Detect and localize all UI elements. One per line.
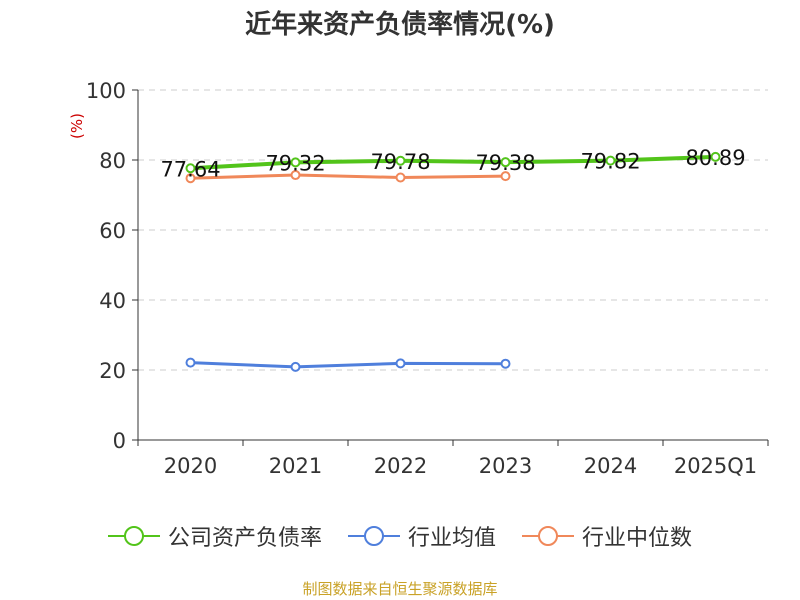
series-line [190, 361, 506, 369]
data-point [395, 155, 406, 166]
y-axis-label: (%) [68, 113, 86, 139]
x-tick-label: 2022 [374, 454, 427, 478]
series-line [190, 154, 716, 171]
data-label: 79.38 [475, 151, 535, 175]
data-point [500, 157, 511, 168]
y-tick-label: 0 [113, 429, 126, 453]
y-tick-label: 100 [86, 79, 126, 103]
legend-marker-icon [522, 526, 574, 546]
data-point [185, 357, 196, 368]
data-point [185, 173, 196, 184]
legend-marker-icon [347, 526, 400, 546]
data-point [710, 151, 721, 162]
legend-label: 公司资产负债率 [167, 526, 322, 551]
data-point [290, 170, 301, 181]
data-point [395, 172, 406, 183]
x-tick-label: 2023 [479, 454, 532, 478]
legend-item[interactable]: 公司资产负债率 [107, 520, 322, 552]
data-label: 77.64 [160, 157, 220, 181]
x-tick-label: 2024 [584, 454, 637, 478]
x-tick-label: 2020 [164, 454, 217, 478]
legend-label: 行业中位数 [582, 526, 693, 551]
data-point [290, 157, 301, 168]
series-line [190, 173, 506, 180]
data-label: 79.82 [580, 150, 640, 174]
legend-item[interactable]: 行业中位数 [522, 520, 692, 552]
legend-item[interactable]: 行业均值 [347, 520, 496, 552]
data-point [500, 171, 511, 182]
data-point [290, 361, 301, 372]
data-point [605, 155, 616, 166]
y-tick-label: 80 [99, 149, 126, 173]
x-tick-label: 2021 [269, 454, 322, 478]
source-note: 制图数据来自恒生聚源数据库 [302, 580, 498, 598]
legend: 公司资产负债率 行业均值 行业中位数 [0, 520, 800, 552]
data-label: 79.32 [265, 151, 325, 175]
data-point [395, 358, 406, 369]
data-point [500, 358, 511, 369]
x-tick-label: 2025Q1 [674, 454, 757, 478]
data-point [185, 163, 196, 174]
legend-label: 行业均值 [407, 526, 496, 551]
y-tick-label: 60 [99, 219, 126, 243]
chart-title: 近年来资产负债率情况(%) [245, 10, 555, 40]
y-tick-label: 40 [99, 289, 126, 313]
data-label: 80.89 [685, 146, 745, 170]
data-label: 79.78 [370, 150, 430, 174]
y-tick-label: 20 [99, 359, 126, 383]
legend-marker-icon [107, 526, 160, 546]
